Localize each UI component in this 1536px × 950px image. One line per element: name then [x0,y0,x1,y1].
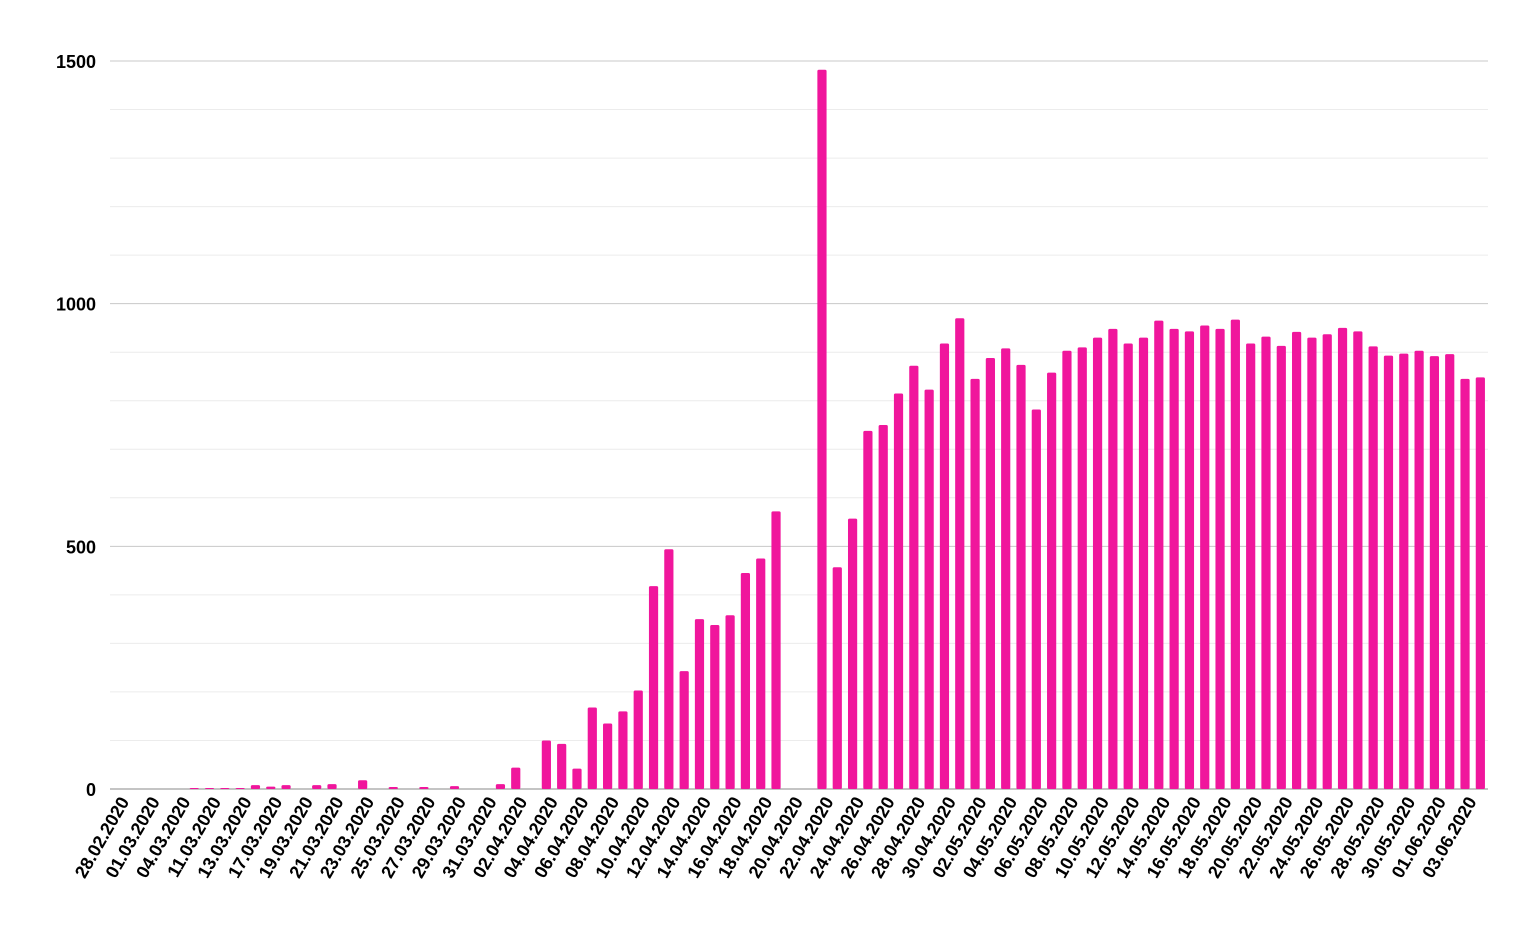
bar [327,784,337,789]
y-tick-label: 1000 [56,295,96,315]
bar [878,425,888,789]
bar [220,788,230,789]
bar [648,586,659,789]
bar [1460,378,1470,789]
bar [664,549,674,789]
bar [204,788,215,789]
bar [1184,331,1195,789]
bar [1307,337,1317,789]
y-tick-label: 1500 [56,52,96,72]
bar [1292,331,1302,789]
bar [893,393,904,789]
bar [909,365,919,789]
bar [924,389,934,789]
bar [1154,320,1164,789]
bar [1215,328,1225,789]
bar [1261,336,1271,789]
bar [1016,364,1026,789]
bar [1276,345,1286,789]
bar [1246,343,1256,789]
bar [1123,343,1133,789]
bar [1368,346,1378,789]
bar [1337,327,1348,789]
bar [679,671,689,789]
bar [710,624,720,789]
bar [1414,350,1424,789]
bar [1077,347,1087,789]
bar [1062,350,1072,789]
bar [633,690,643,789]
bar [817,69,827,789]
bar [419,787,429,789]
bar [970,378,980,789]
bar [281,785,291,789]
y-tick-label: 500 [66,537,96,557]
bar [603,723,613,789]
bar [1169,328,1179,789]
bar [1001,348,1011,789]
bar [1138,337,1149,789]
bar [1429,356,1440,789]
bar [832,567,842,789]
bar [1445,354,1455,789]
bar [955,318,965,789]
bar [985,358,995,789]
bar [939,343,950,789]
bar [1092,337,1103,789]
bar [1383,355,1394,789]
bar [740,573,751,789]
bar [771,511,781,789]
bar [189,788,199,789]
bar [358,780,368,789]
bar [587,707,597,789]
y-tick-label: 0 [86,780,96,800]
bar [1230,319,1240,789]
bar [557,743,567,789]
bar [694,619,705,789]
bar [1200,325,1210,789]
bar [449,786,460,789]
bar [1475,377,1485,789]
bar [618,711,628,789]
bar [250,785,261,789]
bar [1322,334,1332,789]
bar [725,615,735,789]
bar [1353,331,1363,789]
bar [1399,353,1409,789]
bar [1031,409,1041,789]
bar [863,430,873,789]
bar [511,767,521,789]
bar [1108,328,1118,789]
bar [1047,372,1057,789]
bar [541,740,551,789]
bar [572,768,582,789]
bar [266,786,276,789]
bar [847,518,858,789]
bar [756,558,766,789]
bar [235,788,245,789]
bar [495,784,506,789]
bar [388,787,398,789]
bar [312,785,322,789]
